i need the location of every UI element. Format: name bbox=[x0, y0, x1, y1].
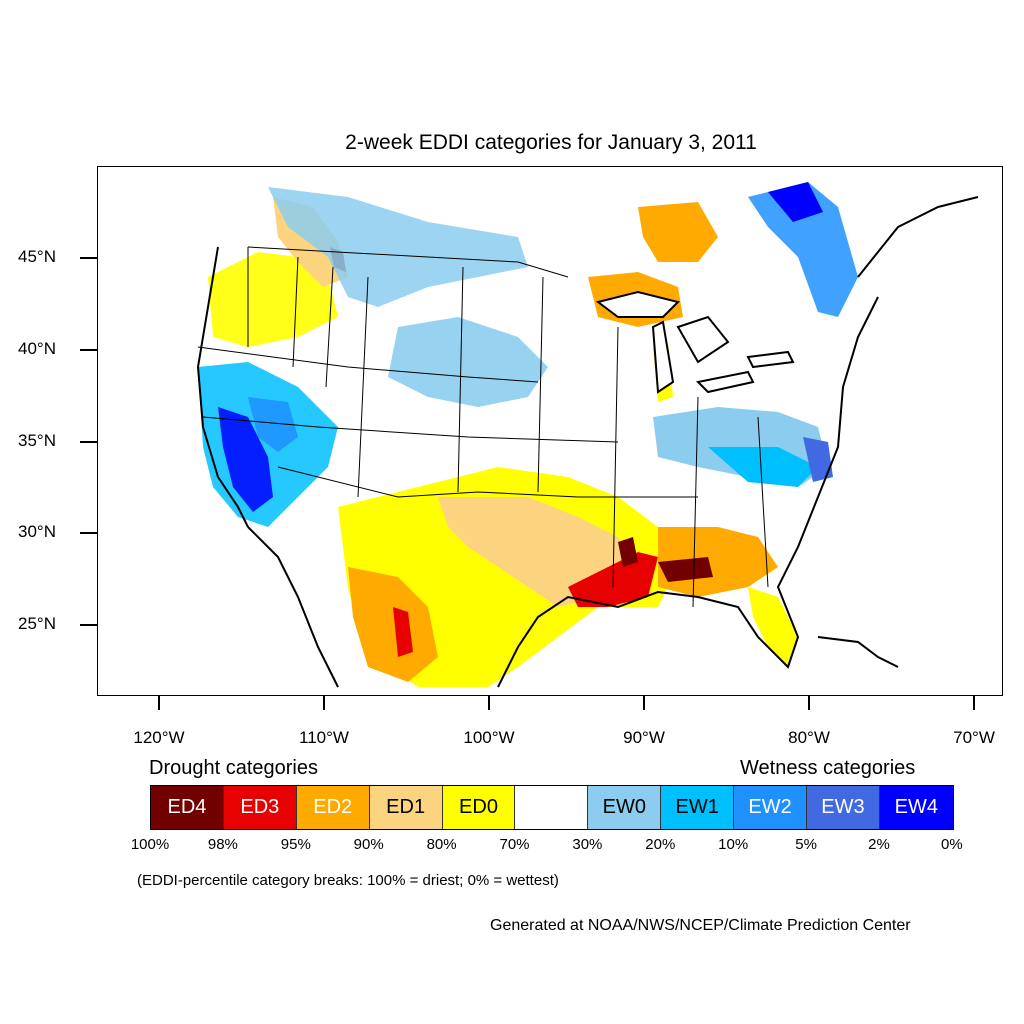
legend-break-label: 90% bbox=[353, 836, 384, 853]
region-ed2-ontario bbox=[638, 202, 718, 262]
lat-label-30: 30°N bbox=[18, 522, 56, 541]
lat-tick-35 bbox=[80, 441, 97, 443]
lon-tick-80 bbox=[808, 696, 810, 710]
lon-tick-90 bbox=[643, 696, 645, 710]
legend-box-ew0: EW0 bbox=[588, 786, 662, 829]
legend-box-ed2: ED2 bbox=[296, 786, 370, 829]
region-ed2-mexico bbox=[348, 567, 438, 682]
lat-tick-40 bbox=[80, 349, 97, 351]
region-ew0-central bbox=[388, 317, 548, 407]
lon-tick-120 bbox=[158, 696, 160, 710]
legend-break-label: 30% bbox=[572, 836, 603, 853]
credit-line: Generated at NOAA/NWS/NCEP/Climate Predi… bbox=[490, 917, 911, 934]
lon-label-110: 110°W bbox=[299, 728, 349, 747]
legend-box-ed4: ED4 bbox=[151, 786, 224, 829]
region-ew4-quebec bbox=[768, 182, 823, 222]
legend-box-ed3: ED3 bbox=[223, 786, 297, 829]
legend-box-neutral bbox=[515, 786, 589, 829]
region-ew2-nevada bbox=[248, 397, 298, 452]
legend-break-label: 98% bbox=[207, 836, 238, 853]
drought-categories-heading: Drought categories bbox=[149, 757, 318, 779]
lat-tick-30 bbox=[80, 532, 97, 534]
region-ed0-pnw bbox=[208, 252, 338, 347]
legend-note: (EDDI-percentile category breaks: 100% =… bbox=[137, 872, 559, 889]
legend-box-ed1: ED1 bbox=[369, 786, 443, 829]
lat-label-35: 35°N bbox=[18, 431, 56, 450]
lat-label-40: 40°N bbox=[18, 339, 56, 358]
legend-break-label: 20% bbox=[645, 836, 676, 853]
conus-map bbox=[196, 182, 979, 688]
lat-label-45: 45°N bbox=[18, 247, 56, 266]
coastlines bbox=[196, 196, 979, 688]
lon-label-120: 120°W bbox=[133, 728, 185, 747]
legend-break-label: 0% bbox=[941, 836, 963, 853]
lat-tick-25 bbox=[80, 624, 97, 626]
region-ed0-florida bbox=[748, 587, 798, 667]
region-ew4-california bbox=[218, 407, 273, 512]
region-ed4-gulf bbox=[618, 537, 638, 567]
legend-box-ed0: ED0 bbox=[442, 786, 516, 829]
map-panel bbox=[97, 166, 1003, 696]
lon-tick-100 bbox=[488, 696, 490, 710]
region-ew1-tennessee bbox=[708, 447, 818, 487]
legend-box-ew3: EW3 bbox=[807, 786, 880, 829]
region-ed3-mexico bbox=[393, 607, 413, 657]
lat-label-25: 25°N bbox=[18, 614, 56, 633]
legend-break-label: 80% bbox=[426, 836, 457, 853]
legend-box-ew4: EW4 bbox=[879, 786, 953, 829]
wetness-categories-heading: Wetness categories bbox=[740, 757, 916, 779]
region-ew2-northeast bbox=[748, 182, 858, 317]
legend-break-label: 2% bbox=[868, 836, 890, 853]
lon-label-100: 100°W bbox=[463, 728, 515, 747]
legend-break-label: 10% bbox=[718, 836, 749, 853]
legend-break-label: 95% bbox=[280, 836, 311, 853]
legend-break-label: 70% bbox=[499, 836, 530, 853]
legend-break-label: 5% bbox=[795, 836, 817, 853]
region-ew3-carolina bbox=[803, 437, 833, 482]
legend-colorbar: ED4 ED3 ED2 ED1 ED0 EW0 EW1 EW2 EW3 EW4 bbox=[150, 785, 954, 830]
region-ed4-alabama bbox=[658, 557, 713, 582]
lon-label-90: 90°W bbox=[623, 728, 665, 747]
lon-label-70: 70°W bbox=[953, 728, 995, 747]
legend-box-ew2: EW2 bbox=[734, 786, 808, 829]
lon-tick-110 bbox=[323, 696, 325, 710]
map-title: 2-week EDDI categories for January 3, 20… bbox=[345, 131, 757, 154]
lat-tick-45 bbox=[80, 257, 97, 259]
legend-box-ew1: EW1 bbox=[661, 786, 735, 829]
lon-tick-70 bbox=[973, 696, 975, 710]
legend-break-label: 100% bbox=[130, 836, 170, 853]
great-lakes bbox=[595, 290, 795, 394]
state-boundaries bbox=[197, 246, 769, 608]
lon-label-80: 80°W bbox=[788, 728, 830, 747]
